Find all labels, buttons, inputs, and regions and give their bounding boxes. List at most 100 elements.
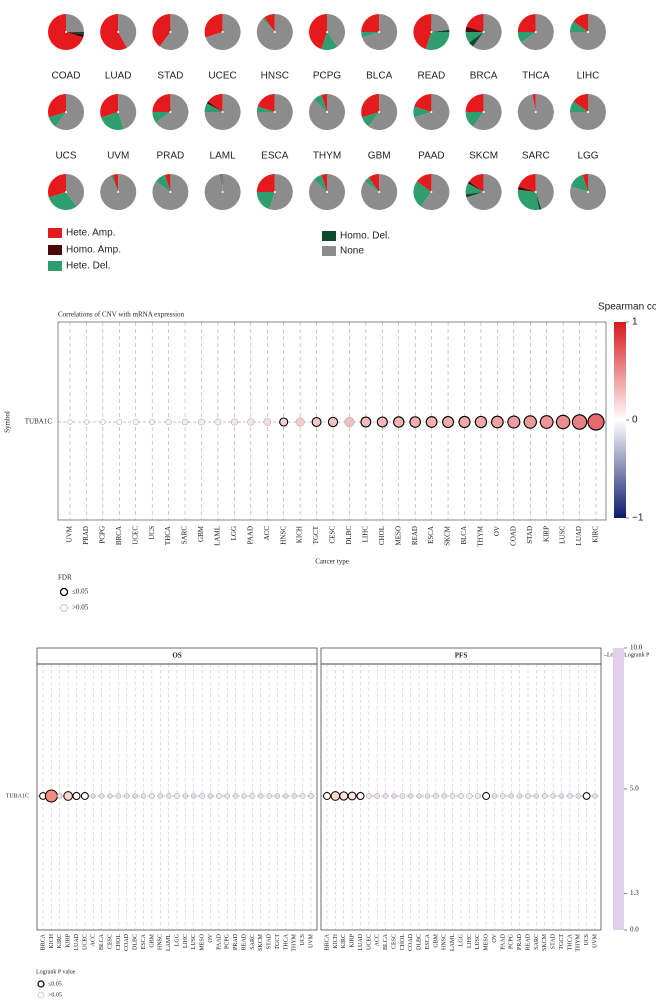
x-tick-label: THYM bbox=[576, 933, 582, 951]
x-tick-label: KIRC bbox=[592, 526, 600, 543]
pie-title: COAD bbox=[52, 71, 81, 82]
pie-center bbox=[587, 31, 589, 33]
pie-slice bbox=[466, 14, 484, 32]
pie-center bbox=[430, 31, 433, 33]
x-tick-label: BLCA bbox=[383, 933, 389, 950]
pie-title: ACC bbox=[55, 0, 76, 2]
pie-slice bbox=[110, 174, 119, 192]
pie-title: HNSC bbox=[261, 71, 289, 82]
x-tick-label: ESCA bbox=[425, 933, 431, 949]
legend-label: >0.05 bbox=[48, 992, 62, 998]
bubble bbox=[339, 791, 349, 801]
pie-slice bbox=[269, 174, 293, 211]
pie-slice bbox=[535, 174, 554, 210]
pie-center bbox=[326, 111, 328, 113]
y-tick-label: TUBA1C bbox=[6, 793, 29, 799]
x-tick-label: LAML bbox=[450, 934, 456, 951]
pie-center bbox=[117, 31, 120, 33]
legend-swatch bbox=[48, 228, 62, 238]
pie-center bbox=[221, 111, 224, 113]
pie-center bbox=[482, 111, 485, 113]
x-tick-label: HNSC bbox=[442, 934, 448, 950]
bubble bbox=[191, 793, 197, 799]
pie-slice bbox=[256, 106, 275, 112]
x-tick-label: BLCA bbox=[460, 526, 468, 545]
pie-slice bbox=[413, 106, 432, 118]
facet-title: PFS bbox=[455, 652, 468, 660]
bubble bbox=[132, 793, 138, 799]
bubble bbox=[115, 793, 122, 799]
pie-slice bbox=[155, 94, 189, 131]
pie-slice bbox=[573, 94, 588, 112]
bubble bbox=[408, 793, 414, 799]
x-axis-title: Cancer type bbox=[315, 558, 349, 566]
pie-center bbox=[221, 191, 224, 193]
bubble bbox=[399, 793, 406, 799]
pie-slice bbox=[361, 14, 380, 32]
x-tick-label: HNSC bbox=[279, 526, 287, 545]
x-tick-label: BRCA bbox=[324, 933, 330, 950]
pie-title: CESC bbox=[574, 0, 602, 2]
pie-slice bbox=[535, 192, 542, 210]
colorbar-tick-label: 1 bbox=[632, 317, 638, 328]
x-tick-label: READ bbox=[525, 933, 531, 950]
pie-slice bbox=[264, 14, 275, 32]
pie-slice bbox=[518, 174, 536, 192]
pie-center bbox=[326, 191, 328, 193]
x-tick-label: STAD bbox=[551, 933, 557, 949]
colorbar-tick-label: 10.0 bbox=[630, 644, 643, 652]
pie-slice bbox=[413, 181, 432, 207]
x-tick-label: PCPG bbox=[225, 933, 231, 949]
x-tick-label: LUAD bbox=[358, 933, 364, 950]
colorbar bbox=[614, 322, 626, 518]
pie-title: KIRC bbox=[263, 0, 287, 2]
bubble bbox=[90, 793, 96, 799]
pie-title: THYM bbox=[313, 151, 341, 162]
x-tick-label: PAAD bbox=[216, 933, 222, 949]
x-tick-label: OV bbox=[208, 933, 214, 942]
bubble bbox=[274, 793, 281, 799]
x-tick-label: CHOL bbox=[378, 526, 386, 545]
pie-title: ESCA bbox=[261, 151, 289, 162]
x-tick-label: ACC bbox=[263, 526, 271, 541]
bubble bbox=[507, 415, 521, 429]
x-tick-label: UCEC bbox=[366, 934, 372, 950]
pie-slice bbox=[47, 94, 66, 118]
x-tick-label: SARC bbox=[181, 526, 189, 545]
pie-slice bbox=[570, 101, 588, 112]
colorbar-tick-label: −1 bbox=[632, 513, 644, 524]
pie-center bbox=[169, 31, 172, 33]
pie-slice bbox=[532, 94, 536, 112]
bubble bbox=[247, 418, 255, 426]
pie-title: PRAD bbox=[157, 151, 185, 162]
x-tick-label: THYM bbox=[477, 525, 485, 546]
bubble bbox=[230, 418, 238, 426]
bubble bbox=[582, 792, 591, 800]
bubble bbox=[356, 791, 365, 801]
pie-title: SARC bbox=[522, 151, 550, 162]
bubble bbox=[199, 793, 205, 799]
pie-title: UVM bbox=[107, 151, 129, 162]
y-tick-label: TUBA1C bbox=[25, 418, 53, 426]
x-tick-label: ESCA bbox=[427, 526, 435, 544]
legend-label: ≤0.05 bbox=[48, 981, 62, 987]
bubble bbox=[165, 793, 172, 799]
x-tick-label: MESO bbox=[394, 526, 402, 545]
bubble bbox=[533, 793, 540, 799]
bubble bbox=[299, 793, 306, 799]
pie-slice bbox=[327, 14, 346, 47]
pie-center bbox=[117, 191, 120, 193]
pie-slice bbox=[413, 14, 432, 50]
x-tick-label: CESC bbox=[329, 526, 337, 544]
bubble bbox=[550, 793, 556, 799]
x-tick-label: LUSC bbox=[559, 526, 567, 544]
x-tick-label: GBM bbox=[149, 933, 155, 947]
pie-center bbox=[534, 191, 537, 193]
pie-slice bbox=[465, 183, 484, 195]
pie-slice bbox=[465, 192, 484, 198]
pie-slice bbox=[582, 174, 588, 192]
colorbar bbox=[613, 648, 624, 930]
pie-slice bbox=[100, 14, 127, 51]
x-tick-label: OV bbox=[492, 933, 498, 942]
x-tick-label: BRCA bbox=[40, 933, 46, 950]
